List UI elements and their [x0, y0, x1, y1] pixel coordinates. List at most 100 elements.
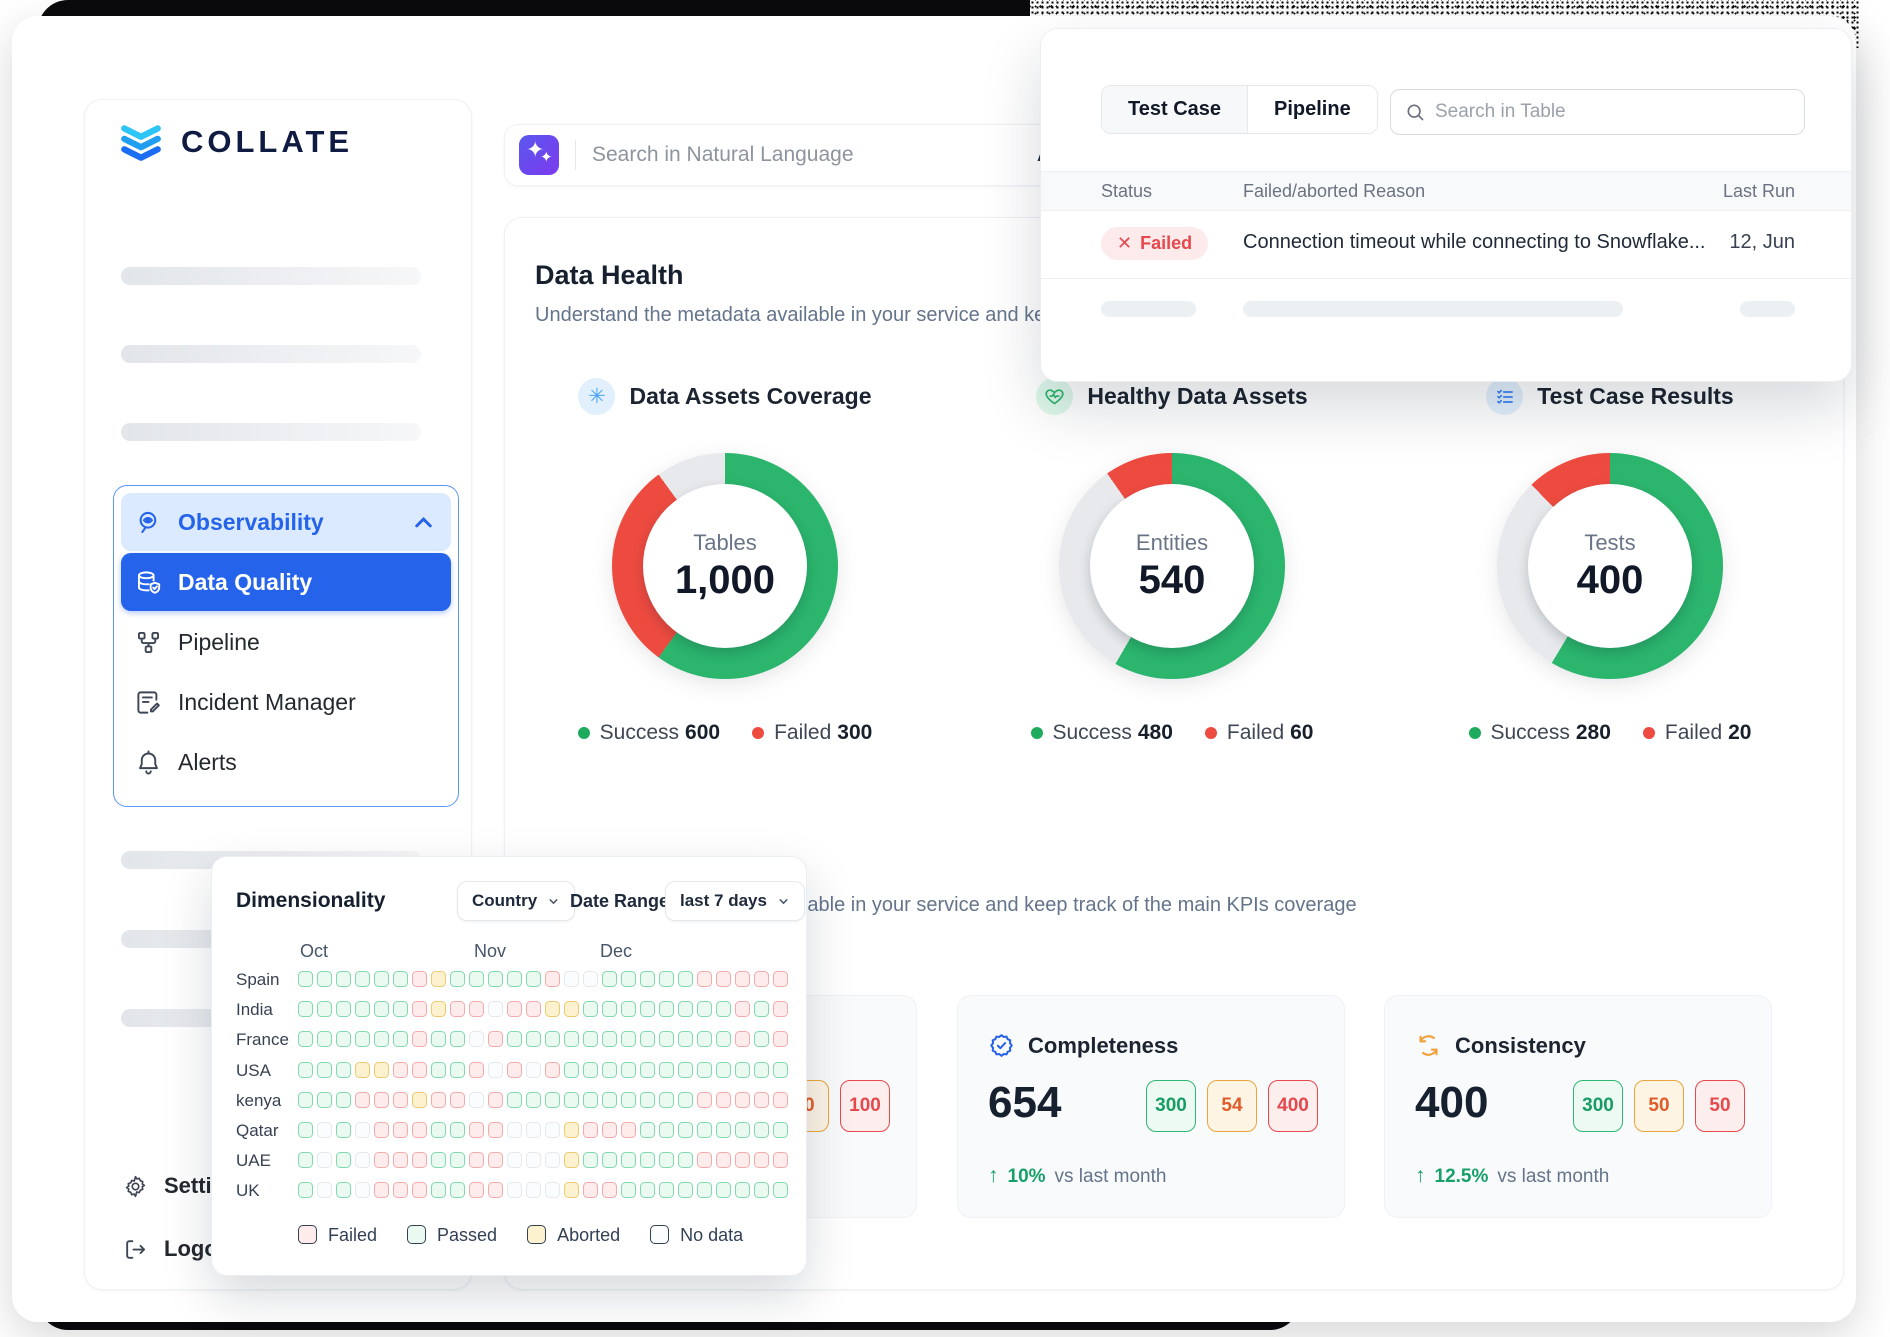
- heatmap-cell: [697, 1091, 712, 1108]
- trend-up-icon: ↑: [1415, 1164, 1426, 1187]
- sidebar-item-pipeline[interactable]: Pipeline: [121, 613, 451, 671]
- donut-legend: Success 480 Failed 60: [952, 721, 1392, 745]
- heatmap-cell: [393, 1001, 408, 1018]
- skeleton-bar: [121, 345, 421, 363]
- heatmap-cell: [754, 1182, 769, 1199]
- heatmap-cell: [431, 1031, 446, 1048]
- sidebar-item-data-quality[interactable]: Data Quality: [121, 553, 451, 611]
- month-nov: Nov: [474, 941, 507, 961]
- heatmap-cell: [412, 1001, 427, 1018]
- donut-title: Test Case Results: [1537, 383, 1734, 409]
- heatmap-row: kenya: [212, 1091, 806, 1110]
- heatmap-cell: [526, 1061, 541, 1078]
- heatmap-cell: [659, 1061, 674, 1078]
- ai-sparkle-icon: ✦ ✦: [519, 135, 559, 175]
- kpi-badge: 54: [1207, 1080, 1257, 1132]
- heatmap-cell: [526, 1182, 541, 1199]
- heatmap-cell: [678, 1152, 693, 1169]
- heatmap-cell: [374, 1182, 389, 1199]
- chevron-down-icon: [779, 898, 788, 904]
- divider: [575, 140, 576, 170]
- heatmap-cell: [336, 971, 351, 987]
- heatmap-cell: [754, 1091, 769, 1108]
- heatmap-row-label: Qatar: [236, 1121, 279, 1140]
- heatmap-cell: [716, 1001, 731, 1018]
- heatmap-cell: [640, 1122, 655, 1138]
- heatmap-cell: [564, 1091, 579, 1108]
- heatmap-cell: [583, 1001, 598, 1018]
- heatmap-cell: [773, 1152, 788, 1169]
- heatmap-cell: [659, 971, 674, 987]
- heatmap-cell: [754, 1122, 769, 1138]
- country-dropdown[interactable]: Country: [457, 881, 576, 921]
- checklist-icon: [1486, 378, 1524, 415]
- heatmap-cell: [336, 1061, 351, 1078]
- heatmap-cell: [317, 971, 332, 987]
- heatmap-cell: [298, 1061, 313, 1078]
- date-range-dropdown[interactable]: last 7 days: [665, 881, 805, 921]
- heatmap-cell: [450, 1091, 465, 1108]
- table-search-input[interactable]: [1435, 101, 1790, 123]
- table-search[interactable]: [1390, 89, 1805, 135]
- table-row[interactable]: ✕ Failed Connection timeout while connect…: [1041, 211, 1851, 279]
- data-health-panel: Data Health Understand the metadata avai…: [504, 217, 1844, 1290]
- heatmap-cell: [374, 1001, 389, 1018]
- heatmap-cell: [317, 1091, 332, 1108]
- status-badge-failed: ✕ Failed: [1101, 227, 1209, 260]
- heatmap-cell: [469, 1031, 484, 1048]
- donut-center-value: 1,000: [674, 557, 776, 602]
- heatmap-cell: [583, 971, 598, 987]
- layers-icon: [121, 125, 161, 161]
- sidebar-item-incident-manager[interactable]: Incident Manager: [121, 673, 451, 731]
- skeleton-bar: [121, 423, 421, 441]
- heatmap-cell: [469, 1182, 484, 1199]
- chevron-up-icon: [415, 516, 432, 527]
- heatmap-cell: [488, 1031, 503, 1048]
- heatmap-cell: [697, 1061, 712, 1078]
- heatmap-cell: [526, 1001, 541, 1018]
- heatmap-cell: [564, 1182, 579, 1199]
- heatmap-cell: [716, 971, 731, 987]
- heatmap-cell: [450, 1031, 465, 1048]
- tab-pipeline[interactable]: Pipeline: [1248, 86, 1377, 133]
- search-icon: [1407, 104, 1424, 121]
- heatmap-cell: [317, 1182, 332, 1199]
- kpi-badge: 100: [840, 1080, 890, 1132]
- heatmap-cell: [678, 971, 693, 987]
- heatmap-cell: [431, 1122, 446, 1138]
- heatmap-cell: [469, 1091, 484, 1108]
- heatmap-cell: [507, 1182, 522, 1199]
- legend-item: No data: [650, 1225, 743, 1246]
- heatmap-cell: [298, 1152, 313, 1169]
- heatmap-row: USA: [212, 1060, 806, 1080]
- heatmap-legend: Failed Passed Aborted No data: [298, 1225, 743, 1246]
- sidebar-item-observability[interactable]: Observability: [121, 493, 451, 551]
- heatmap-row-label: Spain: [236, 970, 280, 989]
- skeleton-bar: [121, 267, 421, 285]
- heatmap-cell: [355, 1122, 370, 1138]
- heatmap-cell: [716, 1182, 731, 1199]
- heatmap-cell: [507, 1001, 522, 1018]
- heatmap-cell: [469, 1122, 484, 1138]
- heatmap-cell: [488, 1091, 503, 1108]
- sidebar-item-label: Pipeline: [178, 628, 260, 655]
- heatmap-cell: [621, 1001, 636, 1018]
- sidebar-item-alerts[interactable]: Alerts: [121, 733, 451, 791]
- heatmap-cell: [298, 1001, 313, 1018]
- heatmap-cell: [412, 1182, 427, 1199]
- heatmap-cell: [450, 971, 465, 987]
- heatmap-cell: [773, 1122, 788, 1138]
- heatmap-cell: [773, 971, 788, 987]
- heatmap-row: Qatar: [212, 1121, 806, 1140]
- cycle-arrows-icon: [1419, 1035, 1438, 1056]
- tab-test-case[interactable]: Test Case: [1102, 86, 1249, 133]
- heatmap-cell: [545, 1031, 560, 1048]
- heatmap-cell: [678, 1122, 693, 1138]
- donut-legend: Success 600 Failed 300: [505, 721, 945, 745]
- heatmap-cell: [659, 1122, 674, 1138]
- legend-item: Aborted: [527, 1225, 620, 1246]
- heatmap-row-label: USA: [236, 1060, 271, 1080]
- heatmap-cell: [488, 1182, 503, 1199]
- donut-title: Data Assets Coverage: [629, 383, 872, 409]
- heatmap-cell: [374, 971, 389, 987]
